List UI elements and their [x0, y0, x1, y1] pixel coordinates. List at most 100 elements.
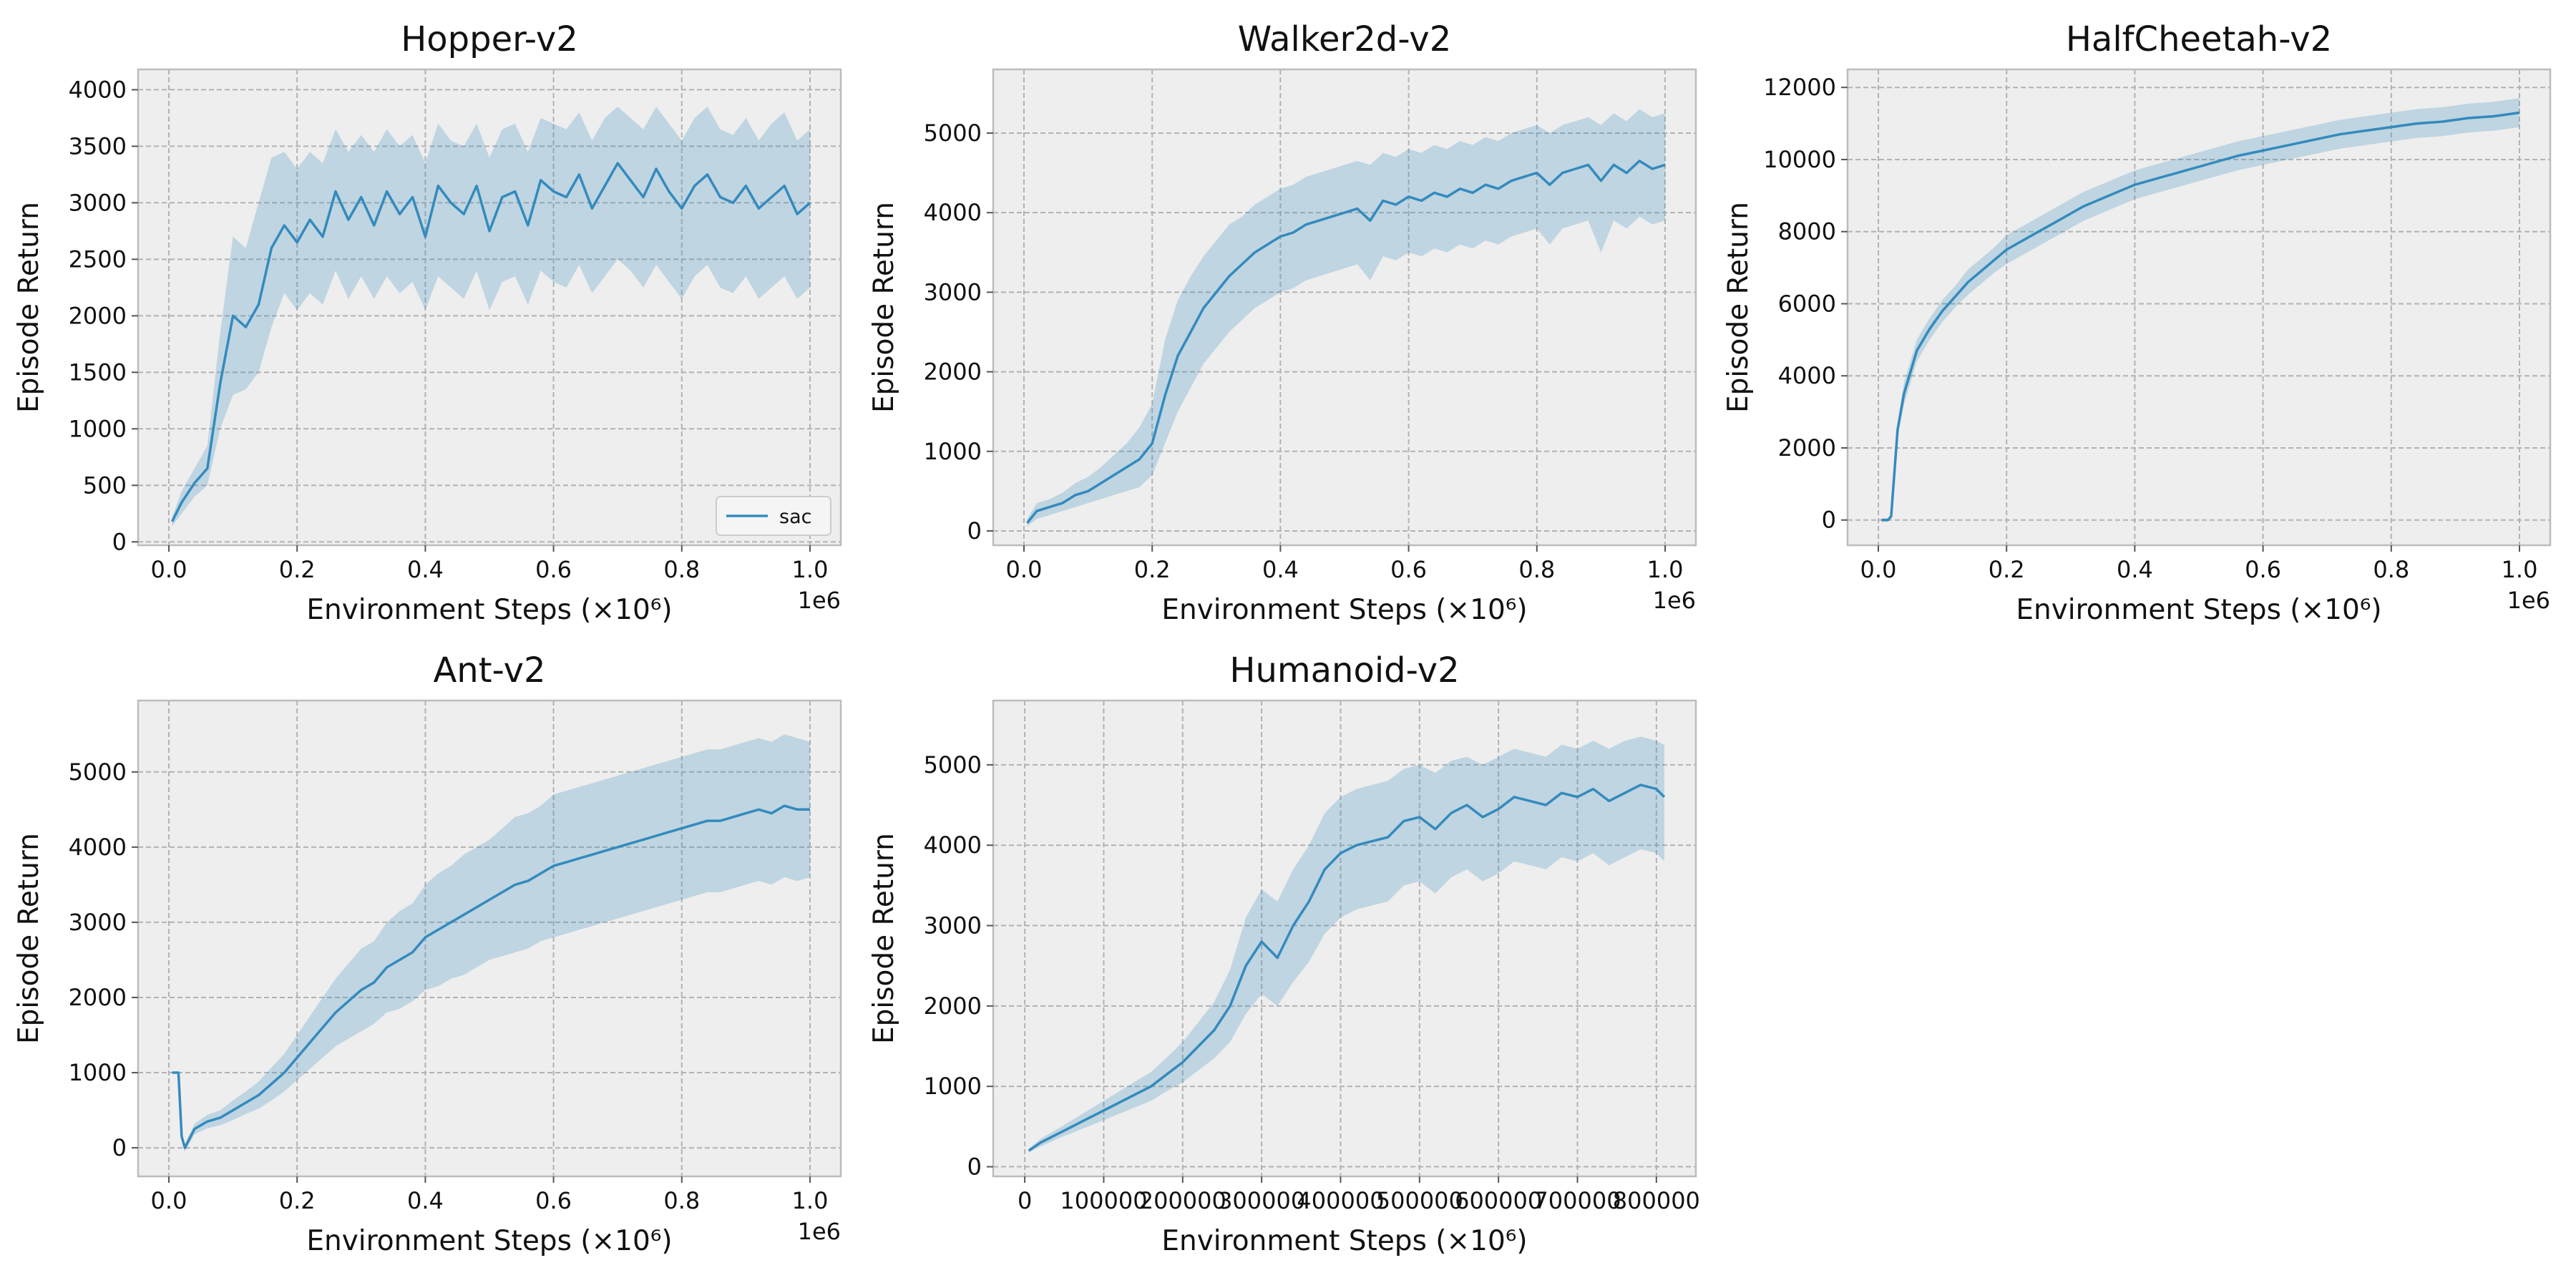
chart-0-frame	[137, 68, 842, 547]
chart-4-ytick-label-0: 0	[967, 1153, 982, 1181]
chart-1-series-0-line	[1026, 160, 1666, 524]
chart-3-ytick-label-0: 0	[112, 1134, 127, 1161]
chart-2-series-0-line	[1881, 111, 2520, 522]
chart-1-ytick-label-1: 1000	[924, 438, 982, 465]
chart-1-grid	[993, 69, 1696, 545]
chart-2: 0.0 0.2 0.4 0.6 0.8 1.0 0 2000 4000 6000 8000 10000…	[1722, 19, 2552, 626]
chart-2-data	[1881, 98, 2520, 522]
chart-3-ytick-label-5: 5000	[69, 758, 127, 786]
chart-0-ytick-label-4: 2000	[69, 302, 127, 329]
chart-0: 0.0 0.2 0.4 0.6 0.8 1.0 0 500 1000 1500 2000 2500 30…	[13, 19, 842, 626]
chart-4-xtick-label-1: 100000	[1060, 1187, 1147, 1214]
chart-4: 0 100000200000300000400000500000600000700…	[868, 650, 1700, 1257]
chart-0-ytick-label-0: 0	[112, 528, 127, 555]
chart-2-xtick-label-2: 0.4	[2117, 556, 2153, 583]
chart-4-data	[1028, 736, 1666, 1153]
chart-2-grid	[1848, 69, 2550, 545]
chart-1-xtick-label-5: 1.0	[1647, 556, 1684, 583]
chart-2-plot-area	[1848, 69, 2550, 545]
chart-4-xtick-label-5: 500000	[1376, 1187, 1463, 1214]
chart-1-series-0-band	[1027, 109, 1665, 527]
chart-3-frame	[137, 699, 842, 1178]
chart-0-xtick-label-2: 0.4	[407, 556, 444, 583]
chart-1-ytick-label-0: 0	[967, 517, 982, 545]
chart-4-ylabel: Episode Return	[868, 833, 900, 1044]
chart-1: 0.0 0.2 0.4 0.6 0.8 1.0 0 1000 2000 3000 4000 5000 W…	[868, 19, 1697, 626]
chart-0-ytick-label-7: 3500	[69, 132, 127, 160]
chart-0-ytick-label-2: 1000	[69, 415, 127, 442]
chart-2-ylabel: Episode Return	[1722, 202, 1755, 413]
chart-0-x-offset-text: 1e6	[798, 587, 841, 614]
chart-1-ytick-label-4: 4000	[924, 199, 982, 226]
chart-2-xlabel: Environment Steps (×10⁶)	[2016, 594, 2381, 626]
chart-4-series-0-band	[1028, 736, 1664, 1153]
chart-2-ytick-label-1: 2000	[1778, 434, 1836, 462]
chart-3-x-offset-text: 1e6	[798, 1218, 841, 1245]
chart-3-ytick-label-4: 4000	[69, 834, 127, 861]
chart-0-data	[170, 107, 811, 527]
chart-0-ytick-label-1: 500	[83, 472, 127, 499]
chart-2-title: HalfCheetah-v2	[2066, 19, 2332, 59]
chart-2-xtick-label-4: 0.8	[2373, 556, 2409, 583]
chart-2-xtick-label-1: 0.2	[1989, 556, 2025, 583]
chart-3-title: Ant-v2	[433, 650, 545, 691]
chart-2-x-offset-text: 1e6	[2507, 587, 2550, 614]
chart-4-plot-area	[993, 701, 1696, 1176]
chart-2-ytick-label-3: 6000	[1778, 290, 1836, 317]
chart-4-frame	[992, 699, 1697, 1178]
chart-1-title: Walker2d-v2	[1238, 19, 1451, 59]
chart-0-series-0-band	[172, 107, 810, 527]
chart-2-xtick-label-5: 1.0	[2502, 556, 2538, 583]
chart-4-series-0-line	[1028, 784, 1666, 1152]
chart-4-xtick-label-0: 0	[1018, 1187, 1032, 1214]
chart-4-title: Humanoid-v2	[1229, 650, 1459, 691]
chart-1-data	[1026, 109, 1666, 527]
chart-0-xtick-label-4: 0.8	[663, 556, 700, 583]
chart-2-ytick-label-6: 12000	[1763, 74, 1836, 101]
chart-0-xtick-label-3: 0.6	[535, 556, 572, 583]
chart-0-xtick-label-1: 0.2	[279, 556, 316, 583]
chart-4-xtick-label-7: 700000	[1533, 1187, 1621, 1214]
chart-1-ylabel: Episode Return	[868, 202, 900, 413]
chart-1-ytick-label-3: 3000	[924, 278, 982, 306]
chart-0-legend: sac	[716, 496, 831, 536]
chart-0-ylabel: Episode Return	[13, 202, 45, 413]
chart-2-ytick-label-4: 8000	[1778, 218, 1836, 245]
chart-2-ytick-label-2: 4000	[1778, 362, 1836, 389]
chart-3-xtick-label-2: 0.4	[407, 1187, 444, 1214]
chart-3-ytick-label-3: 3000	[69, 909, 127, 936]
chart-3-ytick-label-1: 1000	[69, 1059, 127, 1086]
chart-4-ytick-label-4: 4000	[924, 831, 982, 859]
chart-0-series-0-line	[170, 162, 811, 522]
chart-3-xtick-label-0: 0.0	[151, 1187, 187, 1214]
chart-3: 0.0 0.2 0.4 0.6 0.8 1.0 0 1000 2000 3000 4000 5000 A…	[13, 650, 842, 1257]
chart-0-legend-label: sac	[779, 506, 811, 528]
chart-1-xtick-label-0: 0.0	[1006, 556, 1043, 583]
chart-0-title: Hopper-v2	[401, 19, 578, 59]
chart-2-xtick-label-3: 0.6	[2245, 556, 2281, 583]
chart-4-xlabel: Environment Steps (×10⁶)	[1161, 1225, 1527, 1257]
chart-4-xtick-label-6: 600000	[1455, 1187, 1542, 1214]
chart-0-grid	[138, 69, 841, 545]
chart-1-x-offset-text: 1e6	[1653, 587, 1696, 614]
chart-1-xtick-label-4: 0.8	[1518, 556, 1555, 583]
chart-0-xtick-label-0: 0.0	[151, 556, 187, 583]
chart-1-xtick-label-3: 0.6	[1390, 556, 1427, 583]
chart-1-ytick-label-2: 2000	[924, 358, 982, 386]
chart-4-ytick-label-2: 2000	[924, 992, 982, 1020]
chart-3-data	[172, 734, 810, 1152]
chart-4-grid	[993, 701, 1696, 1176]
chart-4-ytick-label-5: 5000	[924, 751, 982, 779]
chart-4-xtick-label-8: 800000	[1613, 1187, 1700, 1214]
chart-3-xtick-label-5: 1.0	[792, 1187, 829, 1214]
chart-1-xtick-label-1: 0.2	[1134, 556, 1171, 583]
chart-3-series-0-line	[172, 804, 810, 1149]
chart-1-plot-area	[993, 69, 1696, 545]
chart-1-xtick-label-2: 0.4	[1262, 556, 1299, 583]
chart-3-xtick-label-4: 0.8	[663, 1187, 700, 1214]
chart-4-xtick-label-3: 300000	[1218, 1187, 1305, 1214]
chart-4-xtick-label-4: 400000	[1297, 1187, 1384, 1214]
chart-0-ytick-label-5: 2500	[69, 245, 127, 273]
chart-2-ytick-label-5: 10000	[1763, 146, 1836, 173]
chart-0-xlabel: Environment Steps (×10⁶)	[306, 594, 672, 626]
